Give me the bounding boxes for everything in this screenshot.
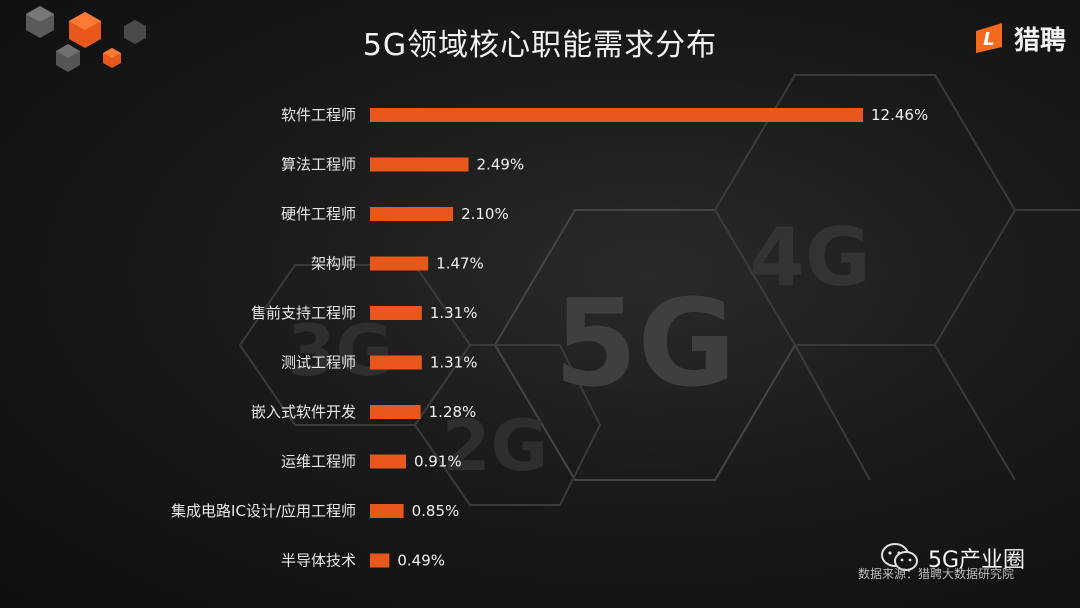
bar [370, 108, 863, 122]
value-label: 1.47% [436, 255, 484, 273]
hex-label-2g: 2G [442, 405, 548, 487]
value-label: 1.28% [429, 403, 477, 421]
category-label: 售前支持工程师 [251, 304, 356, 322]
bar [370, 306, 422, 320]
value-label: 1.31% [430, 304, 478, 322]
category-label: 硬件工程师 [281, 205, 356, 223]
hex-label-4g: 4G [749, 211, 870, 304]
category-label: 软件工程师 [281, 106, 356, 124]
hex-label-5g: 5G [554, 275, 736, 414]
liepin-logo-icon: L [975, 23, 1002, 53]
category-label: 集成电路IC设计/应用工程师 [171, 502, 356, 520]
hex-label-3g: 3G [287, 310, 393, 392]
value-label: 0.91% [414, 453, 462, 471]
wechat-account-name: 5G产业圈 [928, 548, 1026, 573]
value-label: 2.10% [461, 205, 509, 223]
bar [370, 405, 421, 419]
cube-cluster-decoration [26, 6, 146, 72]
bar [370, 355, 422, 370]
brand: L 猎聘 [972, 20, 1066, 56]
category-label: 运维工程师 [281, 453, 356, 471]
value-label: 1.31% [430, 354, 478, 372]
category-label: 半导体技术 [281, 552, 356, 570]
wechat-icon [881, 543, 918, 571]
brand-name: 猎聘 [1013, 25, 1066, 56]
category-label: 架构师 [311, 255, 356, 273]
value-label: 12.46% [871, 106, 928, 124]
data-source-note: 数据来源：猎聘大数据研究院 [858, 567, 1015, 581]
category-label: 嵌入式软件开发 [251, 403, 356, 421]
bar [370, 553, 390, 568]
wechat-watermark: 5G产业圈 [880, 542, 1025, 574]
bar [370, 504, 404, 518]
value-label: 0.85% [412, 502, 460, 520]
category-label: 算法工程师 [281, 156, 356, 174]
value-label: 2.49% [477, 156, 525, 174]
bar [370, 454, 407, 469]
bar [370, 157, 469, 172]
category-label: 测试工程师 [281, 354, 356, 372]
bar [370, 207, 454, 221]
bar [370, 256, 429, 271]
value-label: 0.49% [397, 552, 445, 570]
page-title: 5G领域核心职能需求分布 [362, 28, 718, 63]
svg-text:L: L [983, 29, 994, 50]
